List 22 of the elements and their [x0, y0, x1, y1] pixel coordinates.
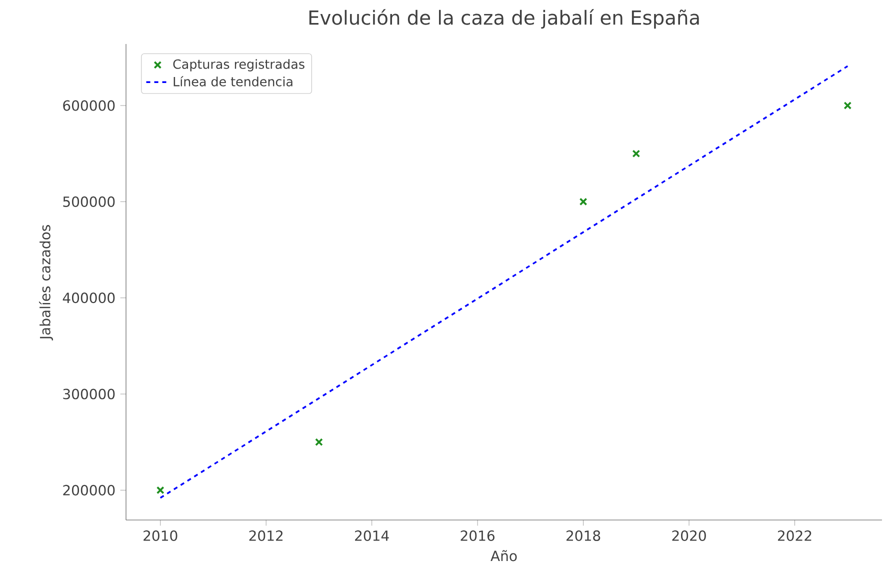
legend-label: Capturas registradas — [173, 59, 304, 72]
point — [579, 198, 588, 206]
point — [315, 438, 323, 446]
point — [844, 102, 852, 110]
x-tick-label: 2022 — [778, 530, 812, 541]
x-tick-label: 2020 — [672, 530, 706, 541]
x-tick-label: 2014 — [355, 530, 389, 541]
legend-label: Línea de tendencia — [174, 76, 292, 86]
y-tick-label: 300000 — [63, 388, 115, 400]
x-tick-label: 2012 — [249, 530, 283, 541]
y-tick-label: 200000 — [63, 484, 115, 496]
y-axis-title: Jabalíes cazados — [39, 225, 54, 340]
x-tick-label: 2018 — [566, 530, 600, 541]
y-tick-label: 400000 — [62, 292, 115, 304]
y-tick-label: 600000 — [63, 100, 115, 111]
point — [156, 486, 164, 494]
x-tick-label: 2016 — [460, 530, 494, 541]
x-tick-label: 2010 — [144, 530, 178, 541]
point — [632, 150, 640, 158]
chart-title: Evolución de la caza de jabalí en España — [309, 9, 699, 29]
y-tick-label: 500000 — [63, 196, 115, 207]
x-axis-title: Año — [490, 550, 517, 562]
